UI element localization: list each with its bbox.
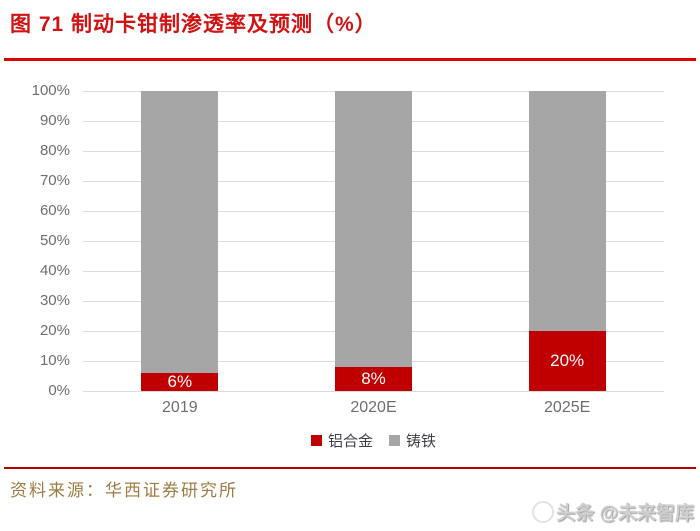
bar-segment-铸铁 <box>141 91 219 373</box>
bar-segment-铝合金: 20% <box>528 331 606 391</box>
y-axis-tick-label: 80% <box>39 142 70 159</box>
y-axis-tick-label: 50% <box>39 232 70 249</box>
y-axis-tick-label: 70% <box>39 172 70 189</box>
y-axis-tick-label: 10% <box>39 352 70 369</box>
legend-item-铸铁: 铸铁 <box>389 430 436 451</box>
watermark-logo-icon <box>532 500 555 523</box>
x-axis-category-label: 2019 <box>162 399 198 416</box>
y-axis-tick-label: 90% <box>39 112 70 129</box>
x-axis-category-label: 2025E <box>544 399 591 416</box>
bar-data-label: 8% <box>361 369 386 388</box>
bar-data-label: 20% <box>550 351 585 370</box>
source-note: 资料来源：华西证券研究所 <box>10 481 238 500</box>
y-axis-tick-label: 100% <box>31 82 70 99</box>
top-divider <box>4 58 696 61</box>
figure-title: 图 71 制动卡钳制渗透率及预测（%） <box>10 13 377 36</box>
bar-segment-铸铁 <box>335 91 412 367</box>
bar-segment-铝合金: 6% <box>141 372 219 391</box>
y-axis-tick-label: 0% <box>48 382 70 399</box>
bar-segment-铝合金: 8% <box>335 367 412 391</box>
x-axis-category-label: 2020E <box>350 399 397 416</box>
legend-label: 铝合金 <box>327 432 373 450</box>
stacked-bar-chart: 0% 10% 20% 30% 40% 50% 60% 70% 80% 90% 100% 6% 2019 8… <box>31 82 664 416</box>
legend-swatch-icon <box>389 434 400 446</box>
legend-item-铝合金: 铝合金 <box>310 430 373 451</box>
bar-segment-铸铁 <box>528 91 606 331</box>
bottom-divider <box>4 467 696 469</box>
y-axis-tick-label: 60% <box>39 202 70 219</box>
legend-swatch-icon <box>310 434 322 446</box>
y-axis-tick-label: 20% <box>39 322 70 339</box>
bar-data-label: 6% <box>167 372 193 391</box>
y-axis-tick-label: 30% <box>39 292 70 309</box>
chart-legend: 铝合金 铸铁 <box>83 430 664 450</box>
y-axis-tick-label: 40% <box>39 262 70 279</box>
gridline <box>83 391 664 392</box>
legend-label: 铸铁 <box>406 432 437 450</box>
watermark-text: 头条 @未来智库 <box>556 503 694 524</box>
watermark: 头条 @未来智库 <box>532 498 694 525</box>
